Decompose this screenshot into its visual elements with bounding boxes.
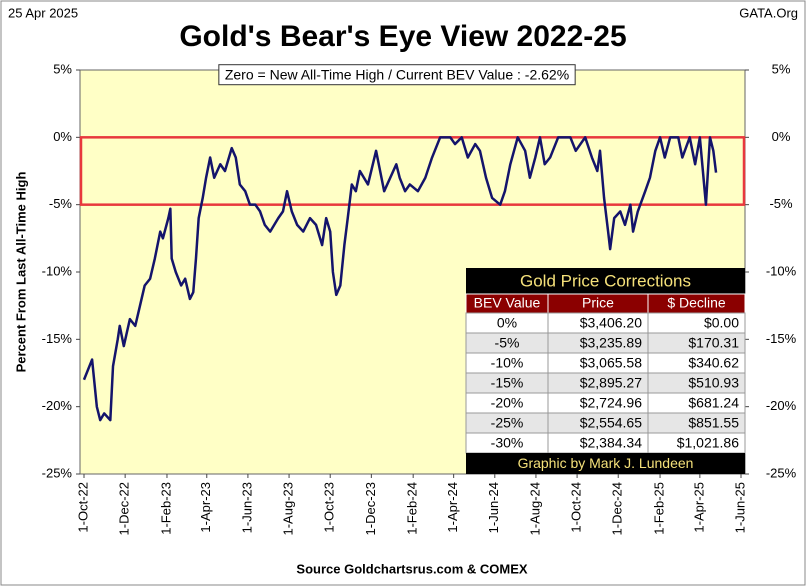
table-value: -25%: [491, 415, 524, 431]
y-tick-label: 5%: [53, 61, 72, 76]
table-value: $681.24: [688, 395, 739, 411]
subtitle: Zero = New All-Time High / Current BEV V…: [225, 67, 569, 83]
table-value: $0.00: [704, 315, 739, 331]
x-tick-label: 1-Feb-25: [651, 482, 666, 535]
table-value: $3,065.58: [580, 355, 642, 371]
chart-title: Gold's Bear's Eye View 2022-25: [179, 20, 626, 53]
x-tick-label: 1-Dec-24: [610, 482, 625, 535]
x-tick-label: 1-Feb-24: [405, 482, 420, 535]
table-value: -30%: [491, 435, 524, 451]
table-value: $851.55: [688, 415, 739, 431]
y2-tick-label: -20%: [766, 398, 797, 413]
x-tick-label: 1-Jun-24: [486, 482, 501, 533]
table-value: $510.93: [688, 375, 739, 391]
y2-tick-label: -5%: [769, 196, 793, 211]
x-axis-label: Source Goldchartsrus.com & COMEX: [296, 561, 527, 576]
y-tick-label: -15%: [42, 331, 73, 346]
source-label: GATA.Org: [739, 5, 798, 20]
table-value: $340.62: [688, 355, 739, 371]
x-tick-label: 1-Jun-23: [239, 482, 254, 533]
table-value: -20%: [491, 395, 524, 411]
y-axis-label: Percent From Last All-Time High: [13, 172, 28, 373]
table-title-bg: [466, 268, 745, 294]
table-header: $ Decline: [667, 295, 726, 311]
y-tick-label: -5%: [49, 196, 73, 211]
table-value: $2,895.27: [580, 375, 642, 391]
y2-tick-label: -15%: [766, 331, 797, 346]
x-tick-label: 1-Dec-22: [117, 482, 132, 535]
table-value: $1,021.86: [677, 435, 739, 451]
y2-tick-label: -25%: [766, 465, 797, 480]
x-tick-label: 1-Oct-24: [569, 482, 584, 533]
table-header: Price: [582, 295, 614, 311]
y-tick-label: -25%: [42, 465, 73, 480]
table-footer: Graphic by Mark J. Lundeen: [518, 455, 694, 471]
y-tick-label: -20%: [42, 398, 73, 413]
table-title: Gold Price Corrections: [520, 271, 691, 290]
x-tick-label: 1-Feb-23: [158, 482, 173, 535]
x-tick-label: 1-Oct-23: [322, 482, 337, 533]
table-footer-bg: [466, 453, 745, 474]
table-value: $3,235.89: [580, 335, 642, 351]
table-value: -10%: [491, 355, 524, 371]
x-tick-label: 1-Apr-24: [445, 482, 460, 533]
x-tick-label: 1-Aug-24: [527, 482, 542, 535]
table-value: $3,406.20: [580, 315, 642, 331]
table-value: -5%: [495, 335, 520, 351]
x-tick-label: 1-Apr-25: [691, 482, 706, 533]
y2-tick-label: 0%: [772, 129, 791, 144]
x-tick-label: 1-Oct-22: [75, 482, 90, 533]
table-value: $2,724.96: [580, 395, 642, 411]
x-tick-label: 1-Dec-23: [363, 482, 378, 535]
table-value: 0%: [497, 315, 517, 331]
y2-tick-label: 5%: [772, 61, 791, 76]
x-tick-label: 1-Apr-23: [198, 482, 213, 533]
table-header: BEV Value: [474, 295, 541, 311]
table-value: -15%: [491, 375, 524, 391]
data-line: [82, 136, 718, 422]
table-value: $170.31: [688, 335, 739, 351]
x-tick-label: 1-Aug-23: [280, 482, 295, 535]
x-tick-label: 1-Jun-25: [732, 482, 747, 533]
table-value: $2,554.65: [580, 415, 642, 431]
subtitle-box: [218, 64, 576, 86]
y2-tick-label: -10%: [766, 263, 797, 278]
date-label: 25 Apr 2025: [8, 5, 78, 20]
highlight-band: [79, 136, 746, 206]
y-tick-label: -10%: [42, 263, 73, 278]
y-tick-label: 0%: [53, 129, 72, 144]
table-value: $2,384.34: [580, 435, 642, 451]
